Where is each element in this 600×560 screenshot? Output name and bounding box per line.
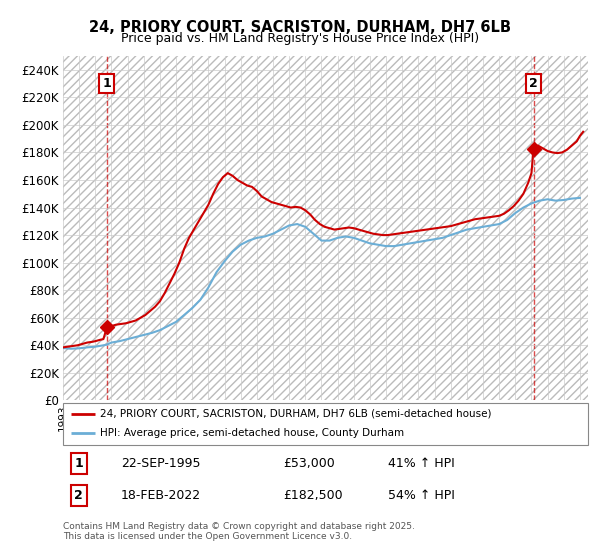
Text: 22-SEP-1995: 22-SEP-1995 [121,457,200,470]
Text: 24, PRIORY COURT, SACRISTON, DURHAM, DH7 6LB: 24, PRIORY COURT, SACRISTON, DURHAM, DH7… [89,20,511,35]
Text: £182,500: £182,500 [284,489,343,502]
Text: £53,000: £53,000 [284,457,335,470]
Text: 1: 1 [103,77,112,90]
Text: Contains HM Land Registry data © Crown copyright and database right 2025.
This d: Contains HM Land Registry data © Crown c… [63,522,415,542]
Text: 1: 1 [74,457,83,470]
Text: 2: 2 [74,489,83,502]
FancyBboxPatch shape [63,403,588,445]
Text: 2: 2 [529,77,538,90]
Text: HPI: Average price, semi-detached house, County Durham: HPI: Average price, semi-detached house,… [100,428,404,438]
Text: 54% ↑ HPI: 54% ↑ HPI [389,489,455,502]
Text: Price paid vs. HM Land Registry's House Price Index (HPI): Price paid vs. HM Land Registry's House … [121,32,479,45]
Text: 18-FEB-2022: 18-FEB-2022 [121,489,201,502]
Text: 24, PRIORY COURT, SACRISTON, DURHAM, DH7 6LB (semi-detached house): 24, PRIORY COURT, SACRISTON, DURHAM, DH7… [100,409,491,419]
Text: 41% ↑ HPI: 41% ↑ HPI [389,457,455,470]
